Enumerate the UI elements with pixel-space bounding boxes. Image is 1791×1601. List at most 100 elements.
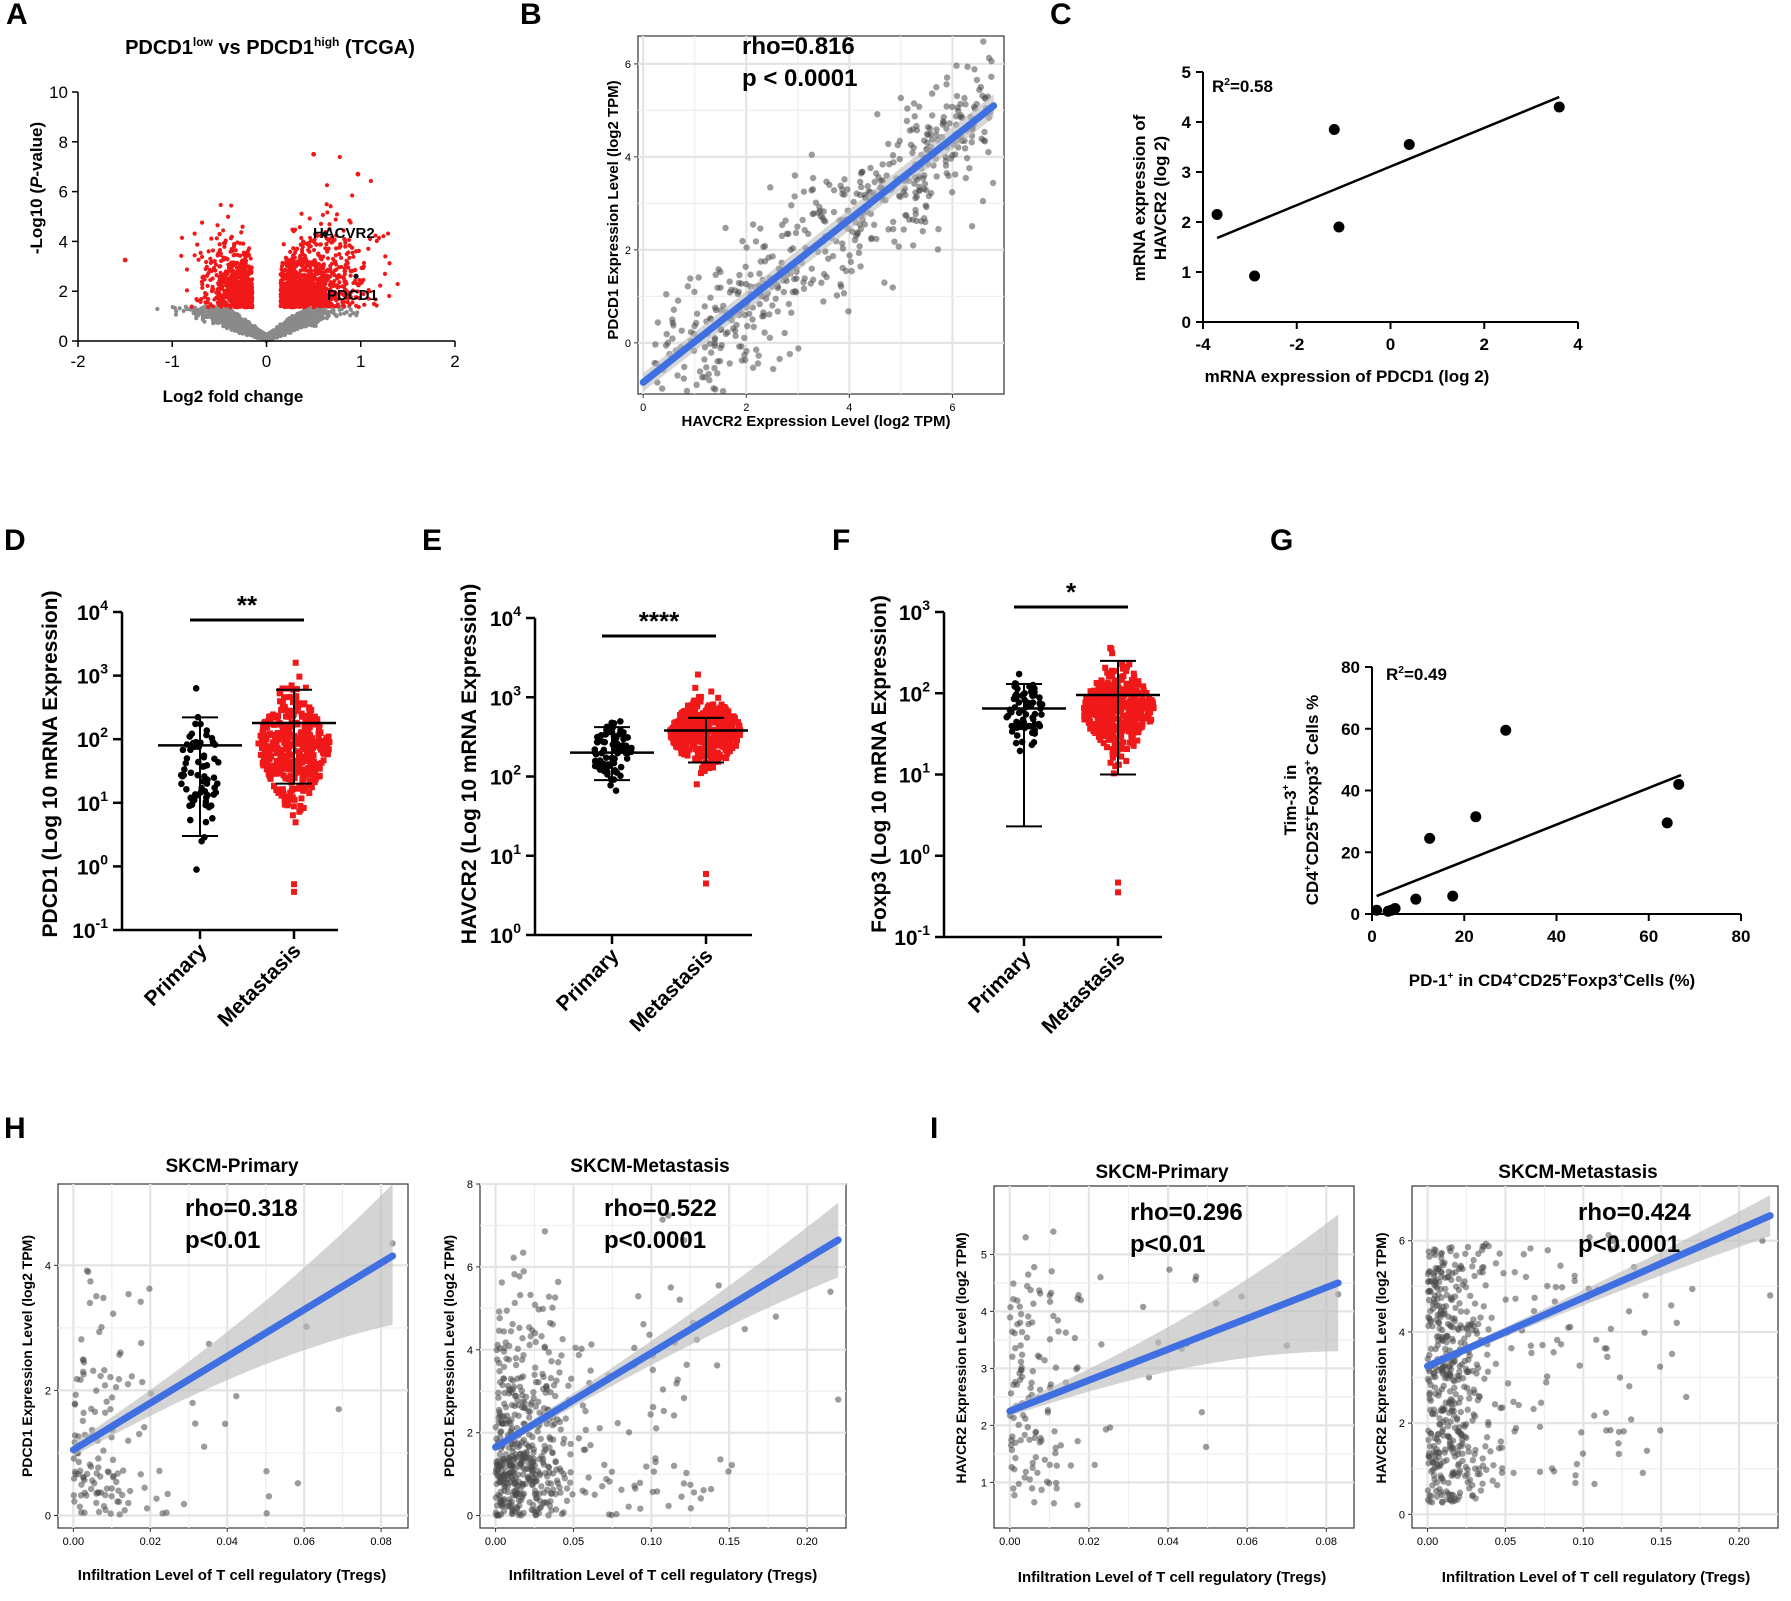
scatter-point [904,105,911,112]
panel-c-y-tick-label: 3 [1182,163,1191,182]
volcano-point [328,204,333,209]
volcano-point [268,332,273,337]
scatter-point [669,335,676,342]
volcano-point [256,335,261,340]
dotplot-category-label: Primary [552,944,624,1016]
volcano-point [232,252,237,257]
volcano-point [324,183,330,188]
volcano-point [291,296,296,301]
dotplot-point [289,812,296,819]
dotplot-y-tick-label: 103 [77,661,108,689]
scatter-point [933,173,940,180]
scatter-point [791,172,799,179]
scatter-point [766,334,774,341]
scatter-point [856,243,863,250]
scatter-point [707,294,714,301]
scatter-point [933,126,940,133]
volcano-point [282,304,287,309]
dotplot-y-tick-label: 104 [77,597,108,625]
scatter-point [712,271,719,279]
volcano-point [216,319,221,324]
scatter-point [881,279,888,286]
volcano-point [237,316,242,322]
volcano-point [336,273,341,278]
scatter-point [683,387,691,395]
dotplot-y-tick-label: 10-1 [72,915,108,943]
scatter-point [879,161,886,168]
scatter-point [894,141,901,149]
scatter-point [761,329,768,336]
scatter-point [719,387,727,395]
volcano-point [374,238,379,244]
scatter-point [808,151,816,158]
scatter-point [903,117,911,125]
scatter-point [809,276,817,283]
panel-label-c: C [1050,0,1072,31]
scatter-point [809,174,817,182]
scatter-point [726,278,733,285]
scatter-point [816,203,823,211]
volcano-point [291,246,296,251]
scatter-point [744,322,751,330]
volcano-point [272,334,277,340]
volcano-point [222,311,227,316]
tick-base: 10 [490,687,513,710]
scatter-point [707,349,715,356]
scatter-point [699,374,706,381]
volcano-point [387,293,392,299]
scatter-point [778,221,786,229]
volcano-point [212,268,217,273]
volcano-point [359,265,364,271]
scatter-point [889,152,897,159]
volcano-point [240,329,245,334]
dotplot-point [290,803,297,810]
volcano-point [242,261,247,266]
volcano-point [366,246,371,251]
volcano-point [348,313,353,318]
dotplot-y-tick-label: 102 [77,724,108,752]
volcano-point [281,327,286,333]
scatter-point [911,180,918,187]
scatter-point [820,270,828,278]
volcano-point [334,267,339,272]
scatter-point [905,216,913,223]
scatter-point [818,279,825,286]
volcano-point [241,241,246,246]
dotplot-point [320,757,327,764]
dotplot-point [597,731,605,739]
dotplot-point [200,753,208,761]
scatter-point [985,148,992,156]
scatter-point [769,365,777,373]
volcano-point [300,322,305,328]
panel-a-x-tick-label: 0 [262,352,271,371]
volcano-point [285,296,290,301]
volcano-point [308,235,313,241]
volcano-point [350,193,355,198]
volcano-point [288,249,293,254]
dotplot-point [296,736,303,743]
scatter-point [971,66,978,73]
volcano-point [204,292,209,297]
volcano-point [238,275,243,280]
volcano-point [237,287,242,292]
volcano-point [231,268,236,274]
volcano-point [313,285,319,290]
scatter-point [678,327,685,334]
dotplot-point [300,701,307,708]
volcano-point [279,263,285,269]
scatter-point [769,253,776,260]
panel-c-point [1249,270,1261,282]
tick-base: 10 [490,767,513,790]
volcano-point [283,272,288,277]
scatter-point [912,189,919,196]
panel-label-f: F [832,524,850,557]
volcano-point [309,301,314,307]
volcano-point [333,253,338,258]
scatter-point [769,302,776,309]
volcano-point [221,241,227,246]
volcano-point [324,202,329,207]
scatter-point [919,227,926,235]
volcano-point [313,320,319,325]
